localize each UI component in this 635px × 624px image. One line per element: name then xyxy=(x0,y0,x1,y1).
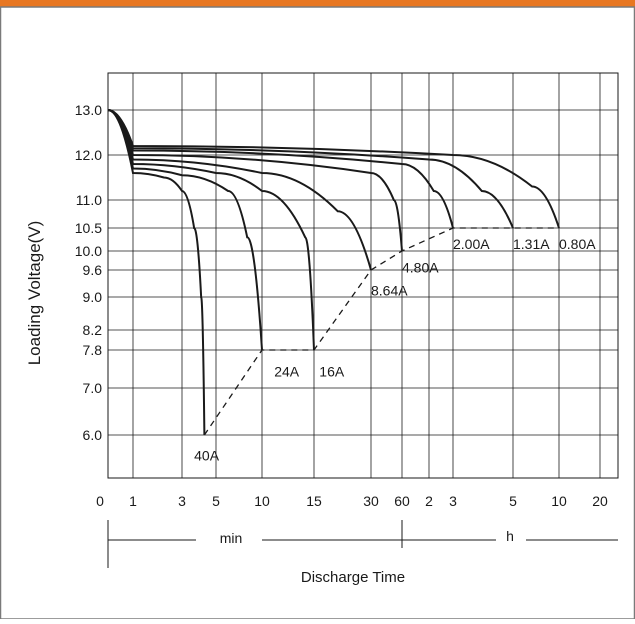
series-label: 1.31A xyxy=(513,236,550,252)
x-tick-label: 10 xyxy=(254,493,270,509)
plot-area-border xyxy=(107,72,619,479)
discharge-curves xyxy=(107,109,560,436)
y-axis-title: Loading Voltage(V) xyxy=(25,221,44,366)
hour-unit-label: h xyxy=(506,528,514,544)
discharge-curve xyxy=(107,109,372,271)
grid-lines xyxy=(107,72,619,479)
x-tick-label: 5 xyxy=(509,493,517,509)
x-tick-label: 2 xyxy=(425,493,433,509)
y-tick-label: 13.0 xyxy=(75,102,102,118)
discharge-curve xyxy=(107,109,514,229)
discharge-curve xyxy=(107,109,315,351)
unit-range-lines xyxy=(107,520,618,568)
series-labels: 40A 24A 16A 8.64A 4.80A 2.00A 1.31A 0.80A xyxy=(194,236,596,463)
series-label: 40A xyxy=(194,448,220,464)
discharge-curve xyxy=(107,109,403,252)
top-accent-bar xyxy=(0,0,635,7)
y-tick-labels: 13.0 12.0 11.0 10.5 10.0 9.6 9.0 8.2 7.8 7.0 6.0 xyxy=(75,102,102,443)
discharge-curve xyxy=(107,109,560,229)
end-voltage-line xyxy=(203,227,559,436)
x-tick-label: 10 xyxy=(551,493,567,509)
x-tick-label: 60 xyxy=(394,493,410,509)
y-tick-label: 12.0 xyxy=(75,147,102,163)
series-label: 4.80A xyxy=(402,260,439,276)
y-tick-label: 10.5 xyxy=(75,220,102,236)
x-tick-labels: 0 1 3 5 10 15 30 60 2 3 5 10 20 xyxy=(96,493,608,509)
series-label: 8.64A xyxy=(371,283,408,299)
x-tick-label: 1 xyxy=(129,493,137,509)
y-tick-label: 7.0 xyxy=(83,380,103,396)
series-label: 0.80A xyxy=(559,236,596,252)
x-tick-label: 5 xyxy=(212,493,220,509)
y-tick-label: 7.8 xyxy=(83,342,103,358)
y-tick-label: 10.0 xyxy=(75,243,102,259)
y-tick-label: 8.2 xyxy=(83,322,103,338)
min-unit-label: min xyxy=(220,530,243,546)
series-label: 24A xyxy=(274,363,300,379)
x-tick-label: 15 xyxy=(306,493,322,509)
series-label: 2.00A xyxy=(453,236,490,252)
x-axis-title: Discharge Time xyxy=(301,569,405,586)
discharge-curve xyxy=(107,109,454,229)
discharge-curve xyxy=(107,109,206,436)
x-tick-label: 0 xyxy=(96,493,104,509)
x-tick-label: 3 xyxy=(178,493,186,509)
y-tick-label: 6.0 xyxy=(83,427,103,443)
x-tick-label: 3 xyxy=(449,493,457,509)
y-tick-label: 9.6 xyxy=(83,262,103,278)
x-tick-label: 30 xyxy=(363,493,379,509)
series-label: 16A xyxy=(319,363,345,379)
end-voltage-dashed-line xyxy=(203,227,559,436)
y-tick-label: 9.0 xyxy=(83,289,103,305)
x-tick-label: 20 xyxy=(592,493,608,509)
outer-border xyxy=(0,6,635,620)
y-tick-label: 11.0 xyxy=(76,192,102,208)
